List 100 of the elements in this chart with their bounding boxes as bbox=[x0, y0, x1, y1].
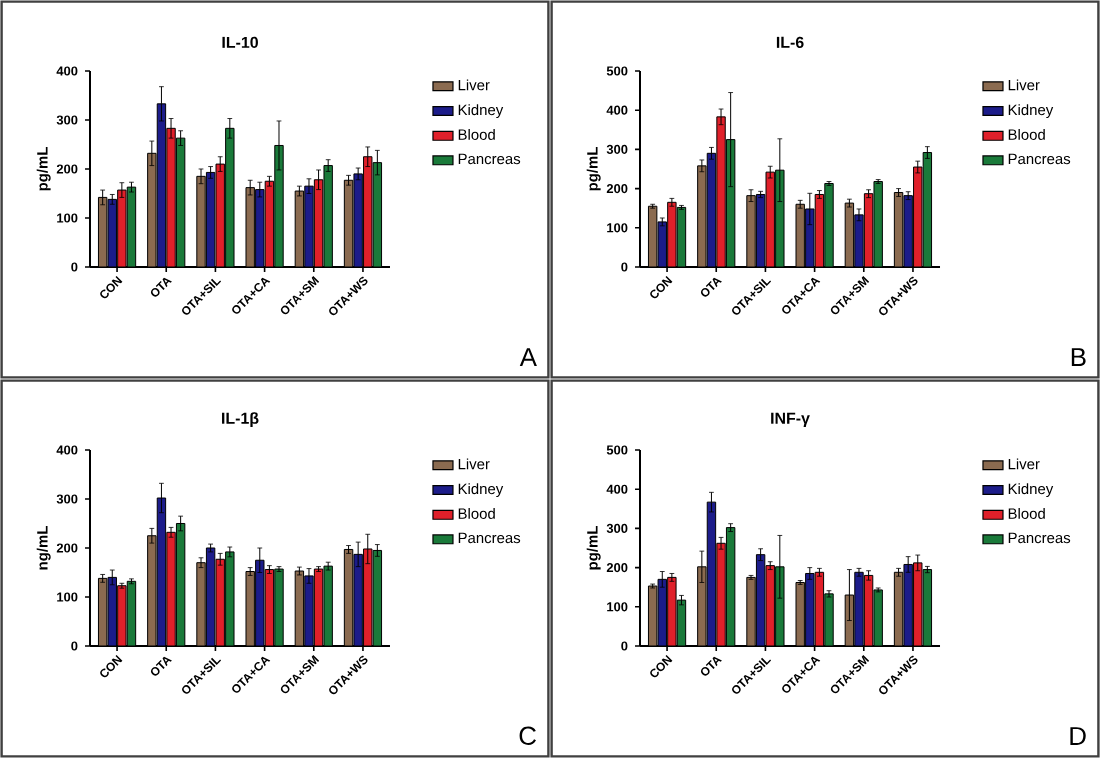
bar bbox=[353, 553, 363, 646]
bar bbox=[725, 139, 736, 267]
bar bbox=[313, 568, 324, 646]
bar bbox=[274, 568, 284, 646]
bar bbox=[97, 577, 108, 646]
bar bbox=[746, 195, 756, 267]
bar bbox=[667, 201, 677, 267]
bar bbox=[814, 571, 825, 646]
bar bbox=[196, 562, 206, 646]
bar bbox=[805, 572, 815, 646]
bar bbox=[746, 576, 756, 646]
bar bbox=[175, 137, 186, 267]
bar bbox=[205, 171, 216, 267]
bar bbox=[854, 571, 864, 646]
bar bbox=[363, 156, 373, 267]
bar bbox=[117, 189, 127, 267]
bar bbox=[97, 196, 108, 267]
bar bbox=[647, 585, 658, 646]
bar bbox=[215, 163, 225, 267]
bar bbox=[166, 127, 176, 267]
bar bbox=[147, 535, 157, 646]
bar bbox=[922, 152, 933, 267]
bar bbox=[126, 580, 137, 646]
bar bbox=[264, 569, 275, 646]
text: B bbox=[1071, 348, 1086, 366]
bar bbox=[922, 569, 933, 646]
bar bbox=[304, 575, 314, 646]
bar bbox=[775, 169, 785, 267]
bar bbox=[313, 179, 324, 267]
bar bbox=[795, 203, 805, 267]
bar bbox=[824, 593, 834, 646]
bar bbox=[304, 185, 314, 267]
bar bbox=[245, 187, 255, 267]
bar bbox=[147, 152, 157, 267]
bar bbox=[647, 205, 658, 267]
bar bbox=[667, 576, 677, 646]
bar bbox=[913, 166, 923, 267]
bar bbox=[323, 165, 333, 267]
bar bbox=[175, 523, 186, 646]
bar bbox=[863, 193, 874, 267]
text: A bbox=[519, 348, 537, 366]
bar bbox=[323, 565, 333, 646]
bar bbox=[156, 103, 167, 267]
bar bbox=[225, 127, 235, 267]
bar bbox=[765, 171, 775, 267]
bar bbox=[893, 192, 904, 267]
bar bbox=[755, 193, 766, 267]
bar bbox=[117, 585, 127, 646]
bar bbox=[844, 202, 855, 267]
bar bbox=[854, 214, 864, 267]
bar bbox=[363, 548, 373, 646]
bar bbox=[903, 195, 913, 267]
bar bbox=[372, 162, 383, 267]
bar bbox=[697, 566, 707, 646]
bar bbox=[215, 558, 225, 646]
bar bbox=[873, 181, 883, 267]
bar bbox=[166, 531, 176, 646]
bar bbox=[824, 183, 834, 267]
bar bbox=[196, 175, 206, 267]
bar bbox=[294, 570, 305, 646]
bar bbox=[353, 173, 363, 267]
bar bbox=[107, 576, 117, 646]
bar bbox=[657, 221, 667, 267]
bar bbox=[903, 563, 913, 646]
bar bbox=[126, 186, 137, 267]
bar bbox=[893, 571, 904, 646]
bar bbox=[657, 578, 667, 646]
bar bbox=[676, 206, 687, 267]
bar bbox=[765, 565, 775, 646]
bar bbox=[863, 574, 874, 646]
text: D bbox=[1070, 727, 1086, 745]
bar bbox=[873, 589, 883, 646]
bar bbox=[795, 581, 805, 646]
bar bbox=[716, 116, 726, 267]
bar bbox=[814, 193, 825, 267]
bar bbox=[725, 527, 736, 646]
bar bbox=[913, 562, 923, 646]
bar bbox=[343, 548, 354, 646]
bar bbox=[255, 559, 265, 646]
bar bbox=[372, 549, 383, 646]
text: C bbox=[519, 726, 536, 745]
bar bbox=[264, 180, 275, 267]
bar bbox=[775, 566, 785, 646]
bar bbox=[343, 179, 354, 267]
bar bbox=[706, 152, 717, 267]
bar bbox=[107, 198, 117, 267]
bar bbox=[156, 497, 167, 646]
bar bbox=[205, 547, 216, 646]
bar bbox=[805, 208, 815, 267]
bar bbox=[245, 571, 255, 646]
bar bbox=[755, 554, 766, 646]
bar bbox=[706, 501, 717, 646]
bar bbox=[294, 190, 305, 267]
bar bbox=[274, 144, 284, 267]
bar bbox=[225, 551, 235, 646]
bar bbox=[676, 599, 687, 646]
bar bbox=[697, 165, 707, 267]
bar bbox=[844, 594, 855, 646]
bar bbox=[255, 189, 265, 267]
bar bbox=[716, 542, 726, 646]
